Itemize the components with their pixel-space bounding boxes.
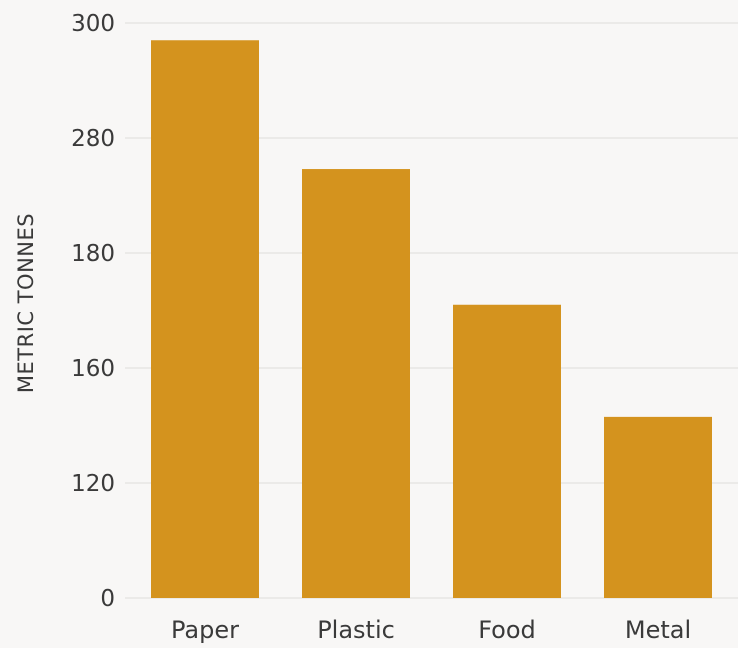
y-tick-label: 160 bbox=[71, 356, 115, 382]
y-tick-label: 120 bbox=[71, 471, 115, 497]
y-axis-title: METRIC TONNES bbox=[14, 213, 38, 393]
bar-plastic bbox=[302, 169, 410, 599]
y-tick-label: 180 bbox=[71, 241, 115, 267]
bars bbox=[151, 40, 712, 599]
x-category-label: Food bbox=[478, 616, 536, 644]
y-tick-labels: 0 120 160 180 280 300 bbox=[71, 11, 115, 612]
y-tick-label: 300 bbox=[71, 11, 115, 37]
x-category-label: Metal bbox=[625, 616, 691, 644]
bar-metal bbox=[604, 416, 712, 598]
x-category-label: Plastic bbox=[317, 616, 395, 644]
y-tick-label: 0 bbox=[100, 586, 115, 612]
x-category-label: Paper bbox=[171, 616, 239, 644]
x-category-labels: Paper Plastic Food Metal bbox=[171, 616, 691, 644]
bar-paper bbox=[151, 40, 259, 598]
bar-food bbox=[453, 304, 561, 598]
y-tick-label: 280 bbox=[71, 126, 115, 152]
